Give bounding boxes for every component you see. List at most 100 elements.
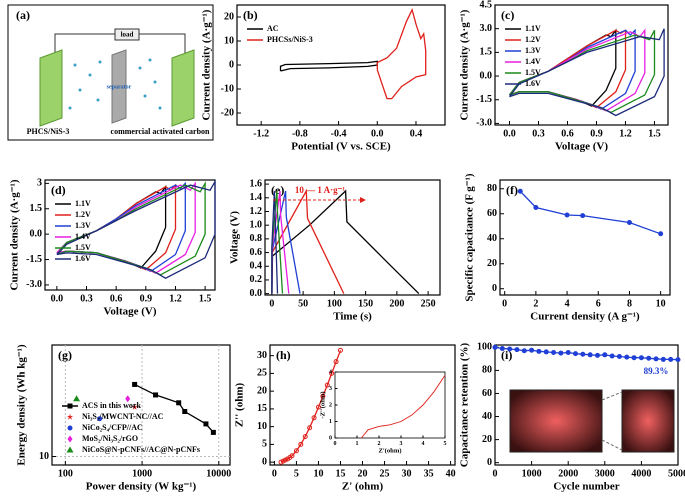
wire xyxy=(54,33,115,60)
y-axis-label: Current density (A·g⁻¹) xyxy=(9,179,21,290)
marker xyxy=(97,416,103,422)
x-tick-label: 3000 xyxy=(595,468,615,479)
y-axis-label: Capacitance retention (%) xyxy=(459,342,471,467)
panel-label: (d) xyxy=(51,183,66,197)
x-tick-label: 200 xyxy=(389,298,404,309)
x-tick-label: 1.2 xyxy=(169,293,182,304)
x-tick-label: 20 xyxy=(358,468,368,479)
x-tick-label: 6 xyxy=(596,298,601,309)
panel-label: (a) xyxy=(16,8,30,22)
y-tick-label: 0 xyxy=(492,283,497,294)
y-tick-label: -1.5 xyxy=(26,254,42,265)
legend-label: 1.3V xyxy=(525,46,541,55)
marker xyxy=(658,231,664,237)
y-tick-label: 1.5 xyxy=(480,47,493,58)
legend-label: NiCoS@N-pCNFs//AC@N-pCNFs xyxy=(82,445,200,454)
legend-label: PHCSs/NiS-3 xyxy=(267,35,313,44)
marker xyxy=(675,357,681,363)
marker xyxy=(153,392,159,398)
marker xyxy=(182,409,188,415)
y-tick-label: 20 xyxy=(482,434,492,445)
y-tick-label: 20 xyxy=(224,11,234,22)
x-tick-label: 1 xyxy=(356,441,359,447)
separator xyxy=(111,49,127,124)
x-tick-label: 2000 xyxy=(558,468,578,479)
x-tick-label: 0.9 xyxy=(140,293,153,304)
y-tick-label: 0.8 xyxy=(250,233,263,244)
x-tick-label: 0.3 xyxy=(80,293,93,304)
x-tick-label: 0.3 xyxy=(532,128,545,139)
y-tick-label: -10 xyxy=(221,83,234,94)
x-tick-label: 150 xyxy=(358,298,373,309)
y-tick-label: 10 xyxy=(39,451,49,462)
y-tick-label: 4.5 xyxy=(480,0,493,10)
x-tick-label: 0 xyxy=(269,298,274,309)
panel-label: (b) xyxy=(243,8,258,22)
marker xyxy=(499,345,505,351)
marker xyxy=(609,353,615,359)
plot-frame xyxy=(44,179,216,291)
y-tick-label: 1.5 xyxy=(30,203,43,214)
marker xyxy=(320,393,326,399)
y-tick-label: 0.0 xyxy=(250,288,263,299)
marker xyxy=(616,354,622,360)
wire xyxy=(139,33,186,60)
y-tick-label: 100 xyxy=(477,342,492,353)
legend-marker xyxy=(67,425,73,431)
marker xyxy=(529,347,535,353)
panel-label: (e) xyxy=(271,183,284,197)
x-tick-label: 8 xyxy=(627,298,632,309)
series-line xyxy=(271,190,279,294)
y-axis-label: Voltage (V) xyxy=(229,211,241,264)
x-axis-label: Time (s) xyxy=(333,311,372,323)
y-tick-label: 1 xyxy=(329,419,332,425)
marker xyxy=(514,347,520,353)
y-tick-label: 30 xyxy=(257,350,267,361)
x-tick-label: 50 xyxy=(298,298,308,309)
marker xyxy=(329,370,335,376)
x-tick-label: 1000 xyxy=(132,468,152,479)
photo xyxy=(621,389,675,453)
marker xyxy=(203,421,209,427)
electrode xyxy=(39,49,63,127)
marker xyxy=(580,213,586,219)
y-axis-label: Specific capacitance (F g⁻¹) xyxy=(464,173,476,301)
y-tick-label: 20 xyxy=(487,258,497,269)
marker xyxy=(293,448,299,454)
marker xyxy=(660,356,666,362)
marker xyxy=(307,425,313,431)
marker xyxy=(132,381,138,387)
y-tick-label: 0.6 xyxy=(250,247,263,258)
x-tick-label: 0 xyxy=(272,468,277,479)
x-axis-label: Potential (V vs. SCE) xyxy=(291,141,391,153)
x-tick-label: 2 xyxy=(378,441,381,447)
x-tick-label: -0.4 xyxy=(331,128,347,139)
marker xyxy=(289,453,295,459)
series-line xyxy=(56,179,216,279)
x-tick-label: 0 xyxy=(493,468,498,479)
legend-label: 1.1V xyxy=(75,199,91,208)
y-tick-label: 0.0 xyxy=(480,70,493,81)
y-tick-label: -3.0 xyxy=(476,118,492,129)
y-axis-label: Current density (A·g⁻¹) xyxy=(459,9,471,120)
schematic: (a) load separator PHCS/NiS-3 commercial… xyxy=(7,4,214,141)
marker xyxy=(573,351,579,357)
series-line xyxy=(508,28,665,117)
x-tick-label: 25 xyxy=(380,468,390,479)
x-axis-label: Current density (A g⁻¹) xyxy=(530,311,640,323)
y-tick-label: 0.2 xyxy=(250,274,263,285)
y-axis-label: -Z''(ohm) xyxy=(320,391,327,418)
marker xyxy=(333,359,339,365)
x-tick-label: 1000 xyxy=(522,468,542,479)
marker xyxy=(653,356,659,362)
legend-label: MoS₂/Ni₃S₂/rGO xyxy=(82,434,138,443)
x-tick-label: 10 xyxy=(313,468,323,479)
x-tick-label: 5 xyxy=(294,468,299,479)
x-axis-label: Voltage (V) xyxy=(555,141,608,153)
y-tick-label: 60 xyxy=(487,208,497,219)
y-tick-label: 3 xyxy=(37,178,42,189)
series-line xyxy=(519,190,661,235)
legend-marker xyxy=(67,403,73,409)
panel-label: (h) xyxy=(276,348,291,362)
marker xyxy=(587,352,593,358)
